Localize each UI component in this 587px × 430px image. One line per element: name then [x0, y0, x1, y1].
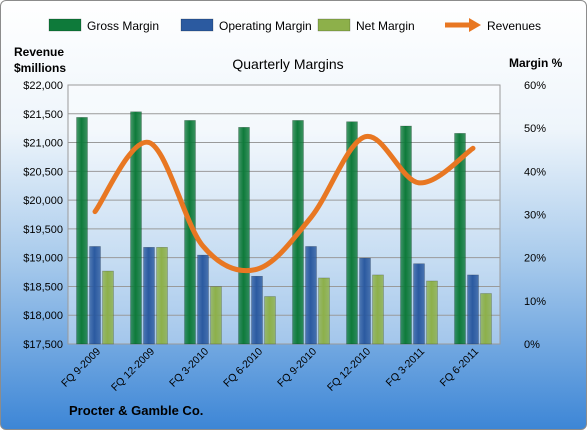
- x-tick-label: FQ 6-2011: [438, 346, 482, 390]
- operating-margin-bar: [89, 246, 101, 345]
- x-tick-label: FQ 6-2010: [221, 346, 265, 390]
- net-margin-bar: [372, 274, 384, 345]
- right-tick-label: 20%: [524, 253, 546, 265]
- legend-label-revenues: Revenues: [487, 19, 541, 33]
- operating-margin-bar: [359, 257, 371, 345]
- gross-margin-bar: [400, 125, 412, 345]
- right-tick-label: 60%: [524, 80, 546, 92]
- net-margin-bar: [102, 270, 114, 345]
- left-axis-ticks: $17,500 $18,000 $18,500 $19,000 $19,500 $20,0…: [23, 80, 63, 351]
- legend-label-gross-margin: Gross Margin: [87, 19, 159, 33]
- net-margin-bar: [480, 293, 492, 345]
- left-tick-label: $20,500: [23, 166, 63, 178]
- operating-margin-bar: [467, 274, 479, 345]
- net-margin-bar: [264, 296, 276, 345]
- operating-margin-bar: [251, 275, 263, 345]
- net-margin-bar: [210, 286, 222, 345]
- right-tick-label: 10%: [524, 296, 546, 308]
- left-tick-label: $18,000: [23, 310, 63, 322]
- right-axis-ticks: 0% 10% 20% 30% 40% 50% 60%: [524, 80, 546, 351]
- revenues-line: [92, 134, 476, 274]
- legend-label-operating-margin: Operating Margin: [219, 19, 312, 33]
- right-tick-label: 50%: [524, 123, 546, 135]
- legend-swatch-net-margin: [317, 18, 351, 32]
- legend-swatch-operating-margin: [180, 18, 214, 32]
- right-axis-label: Margin %: [509, 56, 563, 70]
- x-tick-label: FQ 12-2010: [325, 346, 373, 394]
- gross-margin-bar: [238, 127, 250, 345]
- operating-margin-bar: [197, 254, 209, 345]
- right-tick-label: 30%: [524, 210, 546, 222]
- gross-margin-bar: [346, 121, 358, 345]
- right-tick-label: 0%: [524, 339, 540, 351]
- left-tick-label: $17,500: [23, 339, 63, 351]
- x-tick-label: FQ 3-2011: [384, 346, 428, 390]
- gross-margin-bar: [454, 133, 466, 345]
- operating-margin-bar: [305, 246, 317, 345]
- x-tick-label: FQ 12-2009: [109, 346, 157, 394]
- right-tick-label: 40%: [524, 166, 546, 178]
- legend-swatch-gross-margin: [48, 18, 82, 32]
- operating-margin-bar: [413, 263, 425, 345]
- net-margin-bar: [318, 277, 330, 345]
- left-tick-label: $19,500: [23, 224, 63, 236]
- left-tick-label: $20,000: [23, 195, 63, 207]
- operating-margin-bar: [143, 247, 155, 345]
- net-margin-bar: [426, 280, 438, 345]
- revenue-line: [92, 134, 476, 274]
- legend: Gross Margin Operating Margin Net Margin Re…: [48, 18, 541, 33]
- x-axis-labels: FQ 9-2009 FQ 12-2009 FQ 3-2010 FQ 6-2010 FQ …: [59, 346, 481, 394]
- x-tick-label: FQ 9-2009: [59, 346, 103, 390]
- left-tick-label: $21,500: [23, 109, 63, 121]
- legend-label-net-margin: Net Margin: [356, 19, 415, 33]
- left-tick-label: $19,000: [23, 253, 63, 265]
- gross-margin-bar: [76, 117, 88, 345]
- footer-company: Procter & Gamble Co.: [69, 403, 203, 418]
- left-axis-label-line-1: Revenue: [14, 45, 64, 59]
- chart-title: Quarterly Margins: [232, 56, 343, 72]
- legend-arrow-icon: [469, 18, 481, 32]
- left-tick-label: $22,000: [23, 80, 63, 92]
- net-margin-bar: [156, 247, 168, 345]
- gross-margin-bar: [130, 111, 142, 345]
- x-tick-label: FQ 3-2010: [167, 346, 211, 390]
- left-axis-label-line-2: $millions: [14, 61, 66, 75]
- left-tick-label: $18,500: [23, 281, 63, 293]
- left-tick-label: $21,000: [23, 138, 63, 150]
- x-tick-label: FQ 9-2010: [275, 346, 319, 390]
